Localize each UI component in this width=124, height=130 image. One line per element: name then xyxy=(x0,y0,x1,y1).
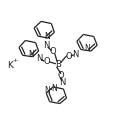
Text: N: N xyxy=(44,86,50,95)
Text: K: K xyxy=(7,61,13,70)
Text: N: N xyxy=(59,78,66,87)
Text: N: N xyxy=(84,44,90,54)
Text: O: O xyxy=(57,71,64,80)
Text: +: + xyxy=(12,58,17,63)
Text: N: N xyxy=(29,50,34,59)
Text: O: O xyxy=(50,47,57,56)
Text: N: N xyxy=(51,84,57,93)
Text: N: N xyxy=(43,41,49,50)
Text: B: B xyxy=(55,60,61,69)
Text: N: N xyxy=(44,32,50,41)
Text: O: O xyxy=(43,57,50,66)
Text: N: N xyxy=(72,50,79,59)
Text: N: N xyxy=(36,54,42,63)
Text: O: O xyxy=(65,52,72,61)
